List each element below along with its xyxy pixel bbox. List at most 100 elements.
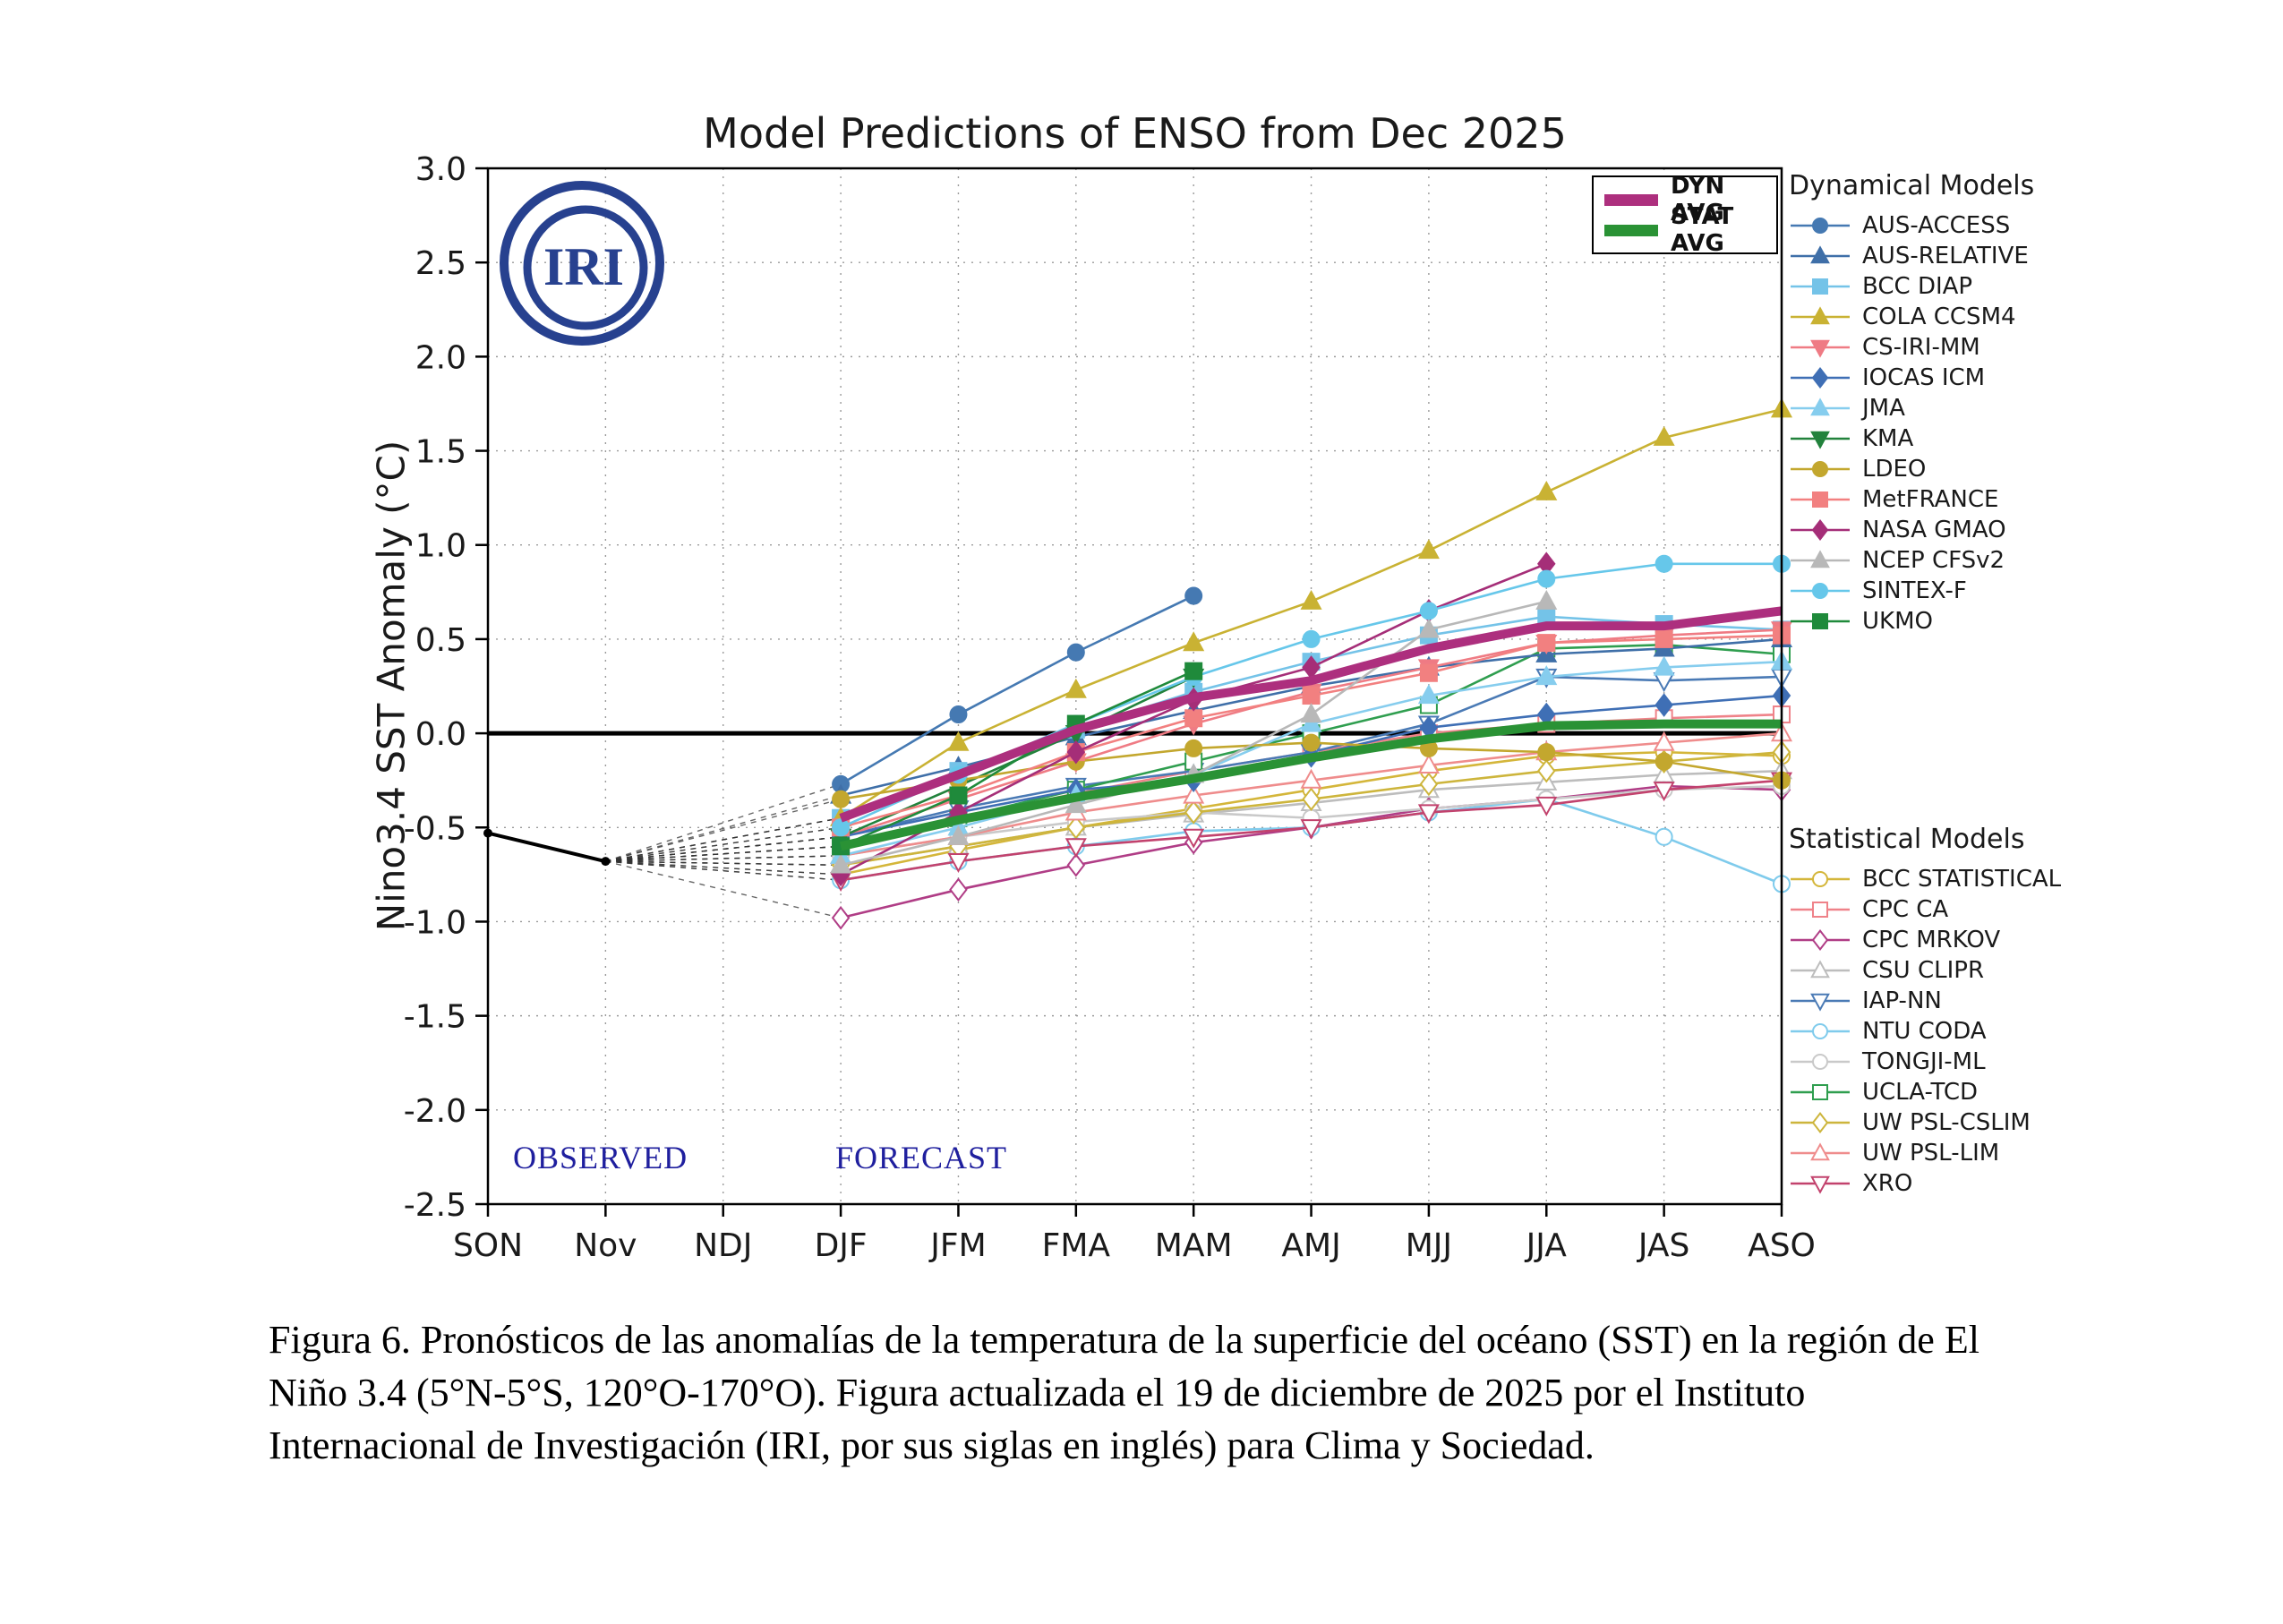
triangle-marker	[1653, 731, 1675, 751]
circle-marker	[1812, 871, 1828, 887]
square-marker	[1419, 663, 1438, 682]
dynamical-legend-item-nasa-gmao: NASA GMAO	[1789, 515, 2281, 545]
fan-line	[605, 794, 842, 862]
legend-glyph	[1791, 902, 1850, 918]
legend-item-label: XRO	[1862, 1170, 1913, 1197]
avg-color-bar	[1604, 224, 1658, 236]
series-line	[839, 606, 1783, 823]
circle-marker	[949, 705, 968, 724]
triangle-marker	[1810, 397, 1830, 416]
square-marker	[1537, 634, 1556, 653]
dynamical-legend-item-ncep-cfsv2: NCEP CFSv2	[1789, 545, 2281, 576]
statistical-legend-item-bcc-statistical: BCC STATISTICAL	[1789, 864, 2281, 894]
legend-item-label: JMA	[1862, 395, 1905, 422]
x-tick-label: JJA	[1525, 1227, 1568, 1264]
legend-item-label: UCLA-TCD	[1862, 1079, 1979, 1106]
y-tick-label: -1.5	[404, 999, 466, 1036]
legend-glyph	[1791, 871, 1850, 887]
y-tick-label: 2.5	[415, 245, 466, 282]
x-tick-label: AMJ	[1281, 1227, 1340, 1264]
statistical-models-legend: Statistical Models BCC STATISTICAL CPC CA…	[1789, 824, 2281, 1199]
x-tick-label: NDJ	[694, 1227, 752, 1264]
series-cola-ccsm4	[830, 397, 1793, 826]
dynamical-legend-item-kma: KMA	[1789, 423, 2281, 454]
legend-glyph	[1791, 583, 1850, 599]
x-tick-label: SON	[453, 1227, 523, 1264]
triangle-marker	[1417, 539, 1440, 560]
dynamical-models-legend: Dynamical Models AUS-ACCESS AUS-RELATIVE B…	[1789, 170, 2281, 637]
triangle-down-marker	[1810, 431, 1830, 449]
triangle-marker	[1810, 550, 1830, 568]
legend-glyph	[1791, 1054, 1850, 1070]
triangle-marker	[1417, 684, 1440, 705]
avg-legend-row-stat-avg: STAT AVG	[1604, 203, 1766, 257]
legend-item-label: IOCAS ICM	[1862, 364, 1986, 391]
triangle-marker	[1810, 960, 1830, 979]
circle-marker	[1812, 218, 1828, 234]
square-marker	[1812, 1084, 1828, 1100]
triangle-down-marker	[1653, 672, 1675, 693]
y-tick-label: -2.0	[404, 1093, 466, 1130]
diamond-marker	[1302, 787, 1321, 812]
diamond-marker	[1066, 853, 1086, 877]
triangle-marker	[1300, 712, 1322, 732]
statistical-legend-item-iap-nn: IAP-NN	[1789, 986, 2281, 1016]
square-marker	[949, 786, 968, 805]
triangle-down-marker	[1300, 819, 1322, 840]
dynamical-legend-item-ldeo: LDEO	[1789, 454, 2281, 484]
legend-item-label: IAP-NN	[1862, 987, 1942, 1014]
dynamical-legend-item-ukmo: UKMO	[1789, 606, 2281, 637]
legend-item-label: UKMO	[1862, 608, 1933, 635]
circle-marker	[1537, 569, 1556, 588]
triangle-marker	[947, 825, 970, 845]
y-tick-label: 1.0	[415, 528, 466, 565]
series-aus-access	[832, 586, 1203, 793]
legend-glyph	[1791, 1023, 1850, 1039]
diamond-marker	[949, 877, 968, 902]
legend-item-label: LDEO	[1862, 456, 1927, 483]
square-marker	[1812, 613, 1828, 629]
dynamical-legend-item-iocas-icm: IOCAS ICM	[1789, 363, 2281, 393]
triangle-marker	[1300, 703, 1322, 723]
dynamical-legend-item-sintex-f: SINTEX-F	[1789, 576, 2281, 606]
square-marker	[1812, 902, 1828, 918]
avg-legend: DYN AVG STAT AVG	[1592, 173, 1778, 257]
chart-plot: -2.5 -2.0 -1.5 -1.0 -0.5 0.0 0.5 1.0 1.5 2.0 2.5 3.…	[404, 151, 1816, 1264]
legend-item-label: COLA CCSM4	[1862, 303, 2016, 330]
square-marker	[1812, 491, 1828, 508]
circle-marker	[1184, 739, 1203, 757]
legend-glyph	[1791, 278, 1850, 295]
fan-line	[605, 817, 842, 862]
legend-glyph	[1791, 339, 1850, 358]
triangle-marker	[1417, 618, 1440, 638]
diamond-marker	[1066, 739, 1086, 765]
legend-glyph	[1791, 928, 1850, 952]
fan-line	[605, 826, 842, 862]
triangle-down-marker	[947, 853, 970, 874]
triangle-marker	[1535, 589, 1558, 610]
triangle-down-marker	[1417, 804, 1440, 825]
legend-glyph	[1791, 613, 1850, 629]
statistical-legend-item-cpc-ca: CPC CA	[1789, 894, 2281, 925]
diamond-marker	[831, 905, 851, 930]
legend-item-label: CS-IRI-MM	[1862, 334, 1980, 361]
x-tick-label: JFM	[928, 1227, 986, 1264]
x-tick-label: FMA	[1042, 1227, 1111, 1264]
y-tick-label: 0.0	[415, 716, 466, 753]
legend-item-label: NTU CODA	[1862, 1018, 1987, 1045]
statistical-legend-item-cpc-mrkov: CPC MRKOV	[1789, 925, 2281, 955]
triangle-marker	[1810, 306, 1830, 325]
y-tick-label: 0.5	[415, 622, 466, 659]
fan-line	[605, 860, 842, 876]
diamond-marker	[1537, 758, 1556, 783]
diamond-marker	[1811, 518, 1829, 542]
circle-marker	[1812, 1023, 1828, 1039]
plot-border	[486, 167, 1783, 1206]
fan-line	[605, 860, 842, 867]
triangle-marker	[1065, 793, 1087, 814]
diamond-marker	[1655, 693, 1673, 717]
dynamical-legend-item-bcc-diap: BCC DIAP	[1789, 271, 2281, 302]
diamond-marker	[1184, 800, 1203, 825]
diamond-marker	[1066, 815, 1086, 840]
statistical-legend-item-tongji-ml: TONGJI-ML	[1789, 1047, 2281, 1077]
